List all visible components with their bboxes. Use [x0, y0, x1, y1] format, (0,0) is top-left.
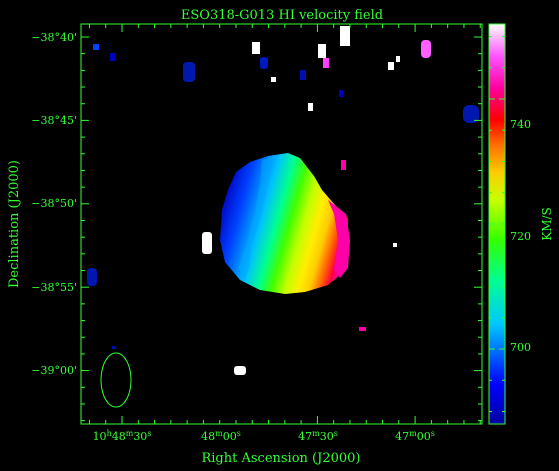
colorbar-tick-label: 700: [510, 341, 531, 354]
y-tick-label: −39°00': [31, 364, 77, 377]
axis-ticks: [81, 24, 482, 424]
noise-blobs: [87, 26, 479, 375]
colorbar-tick-label: 740: [510, 118, 531, 131]
x-tick-label: 10h48m30s: [93, 429, 152, 443]
colorbar-label: KM/S: [540, 207, 554, 241]
y-tick-label: −38°55': [31, 281, 77, 294]
plot-frame: [80, 23, 483, 425]
beam-ellipse: [100, 352, 132, 408]
x-tick-label: 48m00s: [201, 429, 241, 443]
y-tick-label: −38°45': [31, 114, 77, 127]
y-axis-label: Declination (J2000): [7, 160, 22, 288]
colorbar-tick-label: 720: [510, 230, 531, 243]
x-axis-label: Right Ascension (J2000): [201, 451, 360, 466]
y-tick-labels: −38°40' −38°45' −38°50' −38°55' −39°00': [31, 31, 77, 377]
colorbar-gradient: [489, 24, 505, 424]
y-tick-label: −38°40': [31, 31, 77, 44]
colorbar: 740 720 700 KM/S: [488, 23, 554, 425]
x-tick-label: 47m00s: [395, 429, 435, 443]
y-tick-label: −38°50': [31, 197, 77, 210]
chart-title: ESO318-G013 HI velocity field: [181, 8, 383, 23]
x-tick-label: 47m30s: [298, 429, 338, 443]
x-tick-labels: 10h48m30s 48m00s 47m30s 47m00s: [93, 429, 435, 443]
galaxy-velocity-map: [220, 153, 350, 294]
